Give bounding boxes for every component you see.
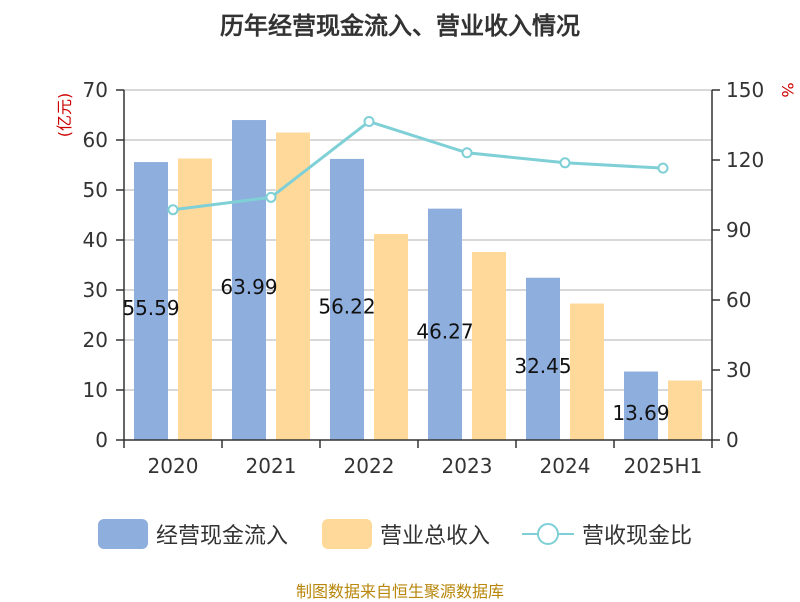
- legend-label-cash-inflow: 经营现金流入: [156, 524, 289, 549]
- bars: [134, 120, 702, 441]
- bar-value-label: 55.59: [122, 296, 179, 320]
- x-tick-label: 2023: [442, 454, 493, 478]
- legend-label-revenue: 营业总收入: [380, 524, 491, 549]
- legend-line-marker-icon: [522, 519, 574, 549]
- bar-value-label: 32.45: [514, 354, 571, 378]
- y-tick-label: 40: [83, 228, 108, 252]
- x-tick-label: 2020: [148, 454, 199, 478]
- chart-title: 历年经营现金流入、营业收入情况: [220, 12, 580, 40]
- y-tick-label: 30: [83, 278, 108, 302]
- bar-cash-inflow: [526, 277, 560, 440]
- bar-value-label: 63.99: [220, 275, 277, 299]
- x-tick-label: 2024: [540, 454, 591, 478]
- source-note: 制图数据来自恒生聚源数据库: [295, 582, 504, 601]
- y2-tick-label: 0: [726, 428, 739, 452]
- bar-revenue: [178, 158, 212, 440]
- y2-tick-label: 120: [726, 148, 764, 172]
- bar-cash-inflow: [330, 158, 364, 440]
- ratio-line-path: [172, 119, 664, 212]
- x-tick-label: 2022: [344, 454, 395, 478]
- y-tick-label: 60: [83, 128, 108, 152]
- legend-item-revenue[interactable]: 营业总收入: [322, 516, 490, 552]
- ratio-point: [559, 157, 571, 169]
- left-unit-label: (亿元): [55, 93, 74, 138]
- y2-tick-label: 90: [726, 218, 751, 242]
- ratio-point: [167, 204, 179, 216]
- legend-item-cash-inflow[interactable]: 经营现金流入: [98, 516, 288, 552]
- y-tick-label: 50: [83, 178, 108, 202]
- right-unit-label: %: [778, 82, 797, 97]
- axes: 0 10 20 30 40 50 60 70 0 30 60 90 120 150 2020 2021 2022…: [83, 78, 765, 478]
- y2-tick-label: 150: [726, 78, 764, 102]
- x-tick-label: 2025H1: [624, 454, 703, 478]
- data-labels: 55.59 63.99 56.22 46.27 32.45 13.69: [122, 275, 669, 425]
- bar-revenue: [374, 234, 408, 440]
- y2-tick-label: 30: [726, 358, 751, 382]
- bar-cash-inflow: [428, 208, 462, 440]
- ratio-point: [461, 147, 473, 159]
- bar-revenue: [570, 303, 604, 440]
- bar-cash-inflow: [134, 162, 168, 441]
- bar-cash-inflow: [624, 371, 658, 440]
- legend: 经营现金流入 营业总收入 营收现金比: [0, 516, 800, 556]
- legend-label-ratio: 营收现金比: [582, 524, 693, 549]
- y-tick-label: 70: [83, 78, 108, 102]
- gridlines: [124, 89, 712, 391]
- ratio-line: [167, 116, 669, 216]
- y-tick-label: 0: [95, 428, 108, 452]
- y-tick-label: 10: [83, 378, 108, 402]
- y-tick-label: 20: [83, 328, 108, 352]
- chart-plot: 0 10 20 30 40 50 60 70 0 30 60 90 120 150 2020 2021 2022…: [55, 78, 797, 478]
- legend-item-ratio[interactable]: 营收现金比: [522, 516, 692, 552]
- x-tick-label: 2021: [246, 454, 297, 478]
- legend-swatch-cash-inflow: [98, 519, 148, 549]
- bar-value-label: 46.27: [416, 319, 473, 343]
- bar-revenue: [668, 380, 702, 440]
- ratio-point: [657, 162, 669, 174]
- bar-cash-inflow: [232, 120, 266, 441]
- legend-swatch-revenue: [322, 519, 372, 549]
- bar-value-label: 56.22: [318, 294, 375, 318]
- ratio-point: [265, 191, 277, 203]
- bar-revenue: [276, 132, 310, 440]
- bar-value-label: 13.69: [612, 401, 669, 425]
- bar-revenue: [472, 252, 506, 440]
- ratio-point: [363, 116, 375, 127]
- y2-tick-label: 60: [726, 288, 751, 312]
